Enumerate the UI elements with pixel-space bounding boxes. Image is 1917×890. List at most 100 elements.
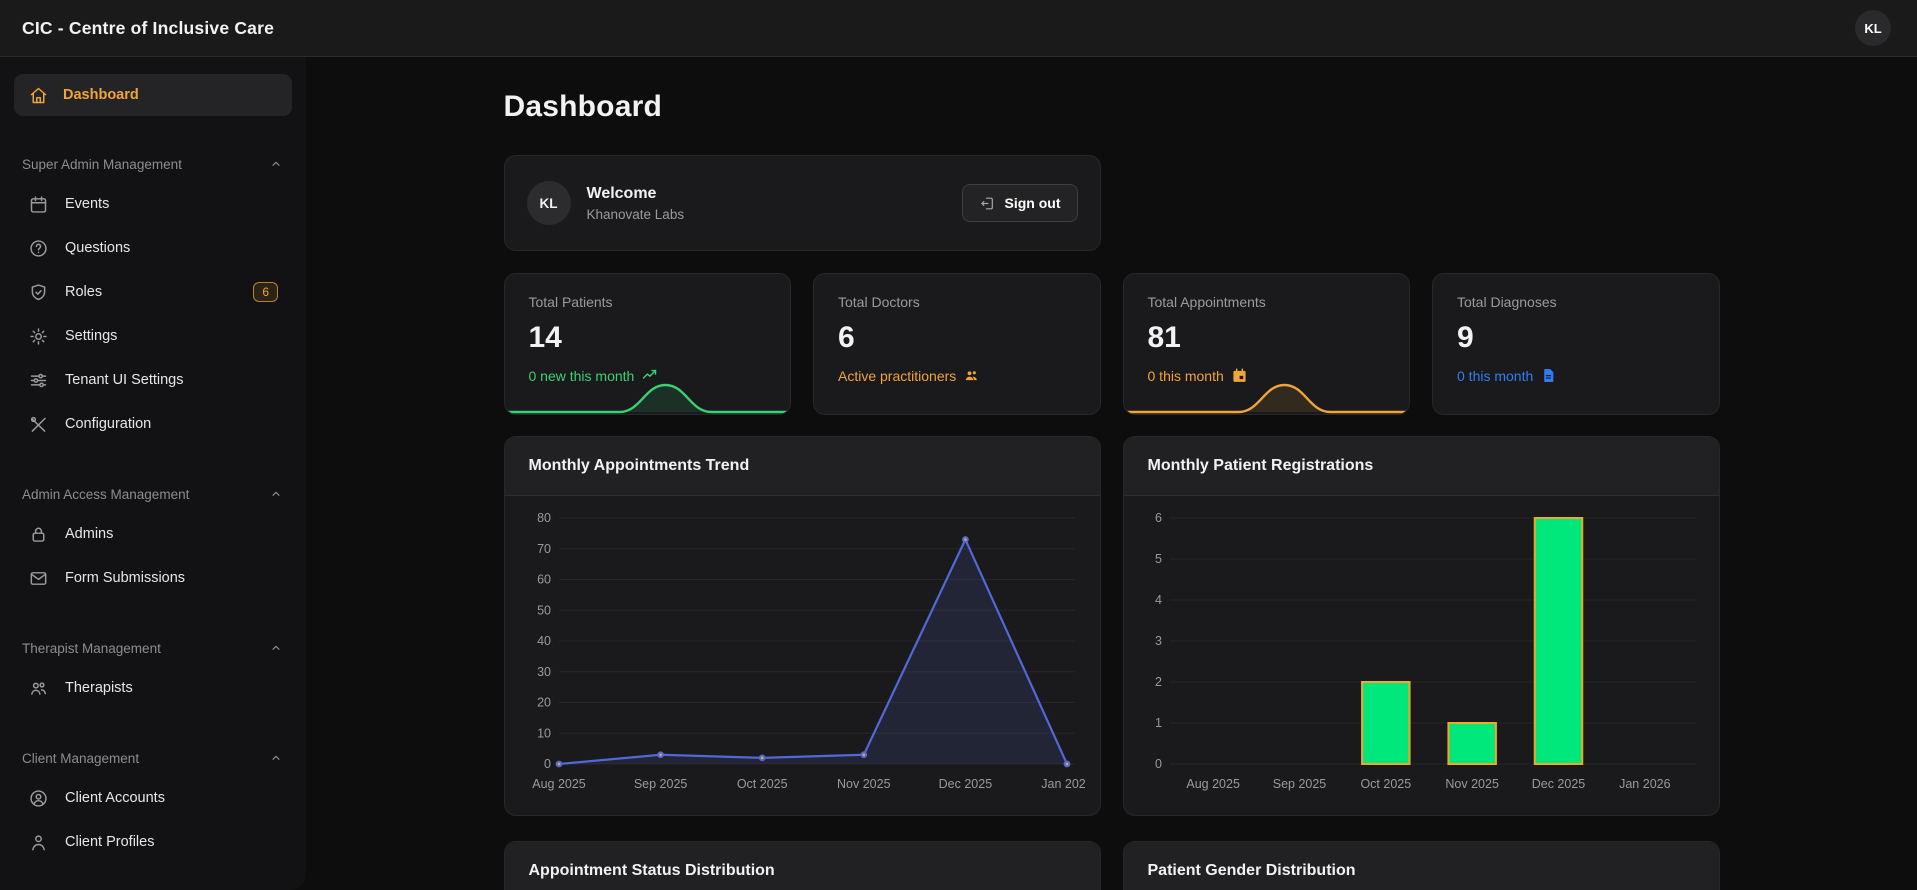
section-header-client-management[interactable]: Client Management bbox=[22, 750, 284, 766]
sidebar-item-client-profiles[interactable]: Client Profiles bbox=[14, 820, 292, 864]
sliders-icon bbox=[28, 370, 49, 391]
calendar-icon bbox=[28, 194, 49, 215]
stat-card-total-doctors: Total Doctors 6 Active practitioners bbox=[813, 273, 1101, 415]
svg-text:3: 3 bbox=[1155, 634, 1162, 648]
question-circle-icon bbox=[28, 238, 49, 259]
section-header-super-admin-management[interactable]: Super Admin Management bbox=[22, 156, 284, 172]
sidebar-item-label: Configuration bbox=[65, 416, 152, 432]
stat-sub-label: Active practitioners bbox=[838, 367, 957, 384]
section-header-admin-access-management[interactable]: Admin Access Management bbox=[22, 486, 284, 502]
sidebar-item-therapists[interactable]: Therapists bbox=[14, 666, 292, 710]
section-header-therapist-management[interactable]: Therapist Management bbox=[22, 640, 284, 656]
svg-text:6: 6 bbox=[1155, 511, 1162, 525]
svg-text:80: 80 bbox=[537, 511, 551, 525]
sidebar-item-label: Admins bbox=[65, 526, 114, 542]
user-icon bbox=[28, 832, 49, 853]
shield-check-icon bbox=[28, 282, 49, 303]
sidebar-item-label: Therapists bbox=[65, 680, 133, 696]
stat-value: 81 bbox=[1147, 321, 1181, 354]
sign-out-label: Sign out bbox=[1004, 195, 1061, 211]
svg-text:60: 60 bbox=[537, 573, 551, 587]
sidebar-item-form-submissions[interactable]: Form Submissions bbox=[14, 556, 292, 600]
sidebar-item-label: Form Submissions bbox=[65, 570, 186, 586]
patient-registrations-card: Monthly Patient Registrations 0 1 2 3 4 5 6 Aug… bbox=[1122, 436, 1720, 816]
stat-card-total-diagnoses: Total Diagnoses 9 0 this month bbox=[1432, 273, 1720, 415]
sign-out-button[interactable]: Sign out bbox=[961, 184, 1078, 222]
svg-text:Sep 2025: Sep 2025 bbox=[633, 777, 687, 791]
svg-text:0: 0 bbox=[1155, 757, 1162, 771]
section-label: Super Admin Management bbox=[22, 156, 182, 172]
file-filled-icon bbox=[1540, 367, 1557, 384]
welcome-avatar: KL bbox=[526, 181, 571, 225]
patient-registrations-chart: 0 1 2 3 4 5 6 Aug 2025 Sep 2025 Oct 2025 Nov 2025 D… bbox=[1124, 496, 1719, 809]
chart-title: Monthly Appointments Trend bbox=[504, 437, 1100, 496]
stat-label: Total Doctors bbox=[838, 294, 920, 310]
stats-grid: Total Patients 14 0 new this month Total Do… bbox=[503, 273, 1720, 415]
svg-text:Nov 2025: Nov 2025 bbox=[837, 777, 891, 791]
chart-title: Monthly Patient Registrations bbox=[1123, 437, 1719, 496]
svg-text:Nov 2025: Nov 2025 bbox=[1445, 777, 1499, 791]
sidebar-item-tenant-ui-settings[interactable]: Tenant UI Settings bbox=[14, 358, 292, 402]
stat-card-total-appointments: Total Appointments 81 0 this month bbox=[1122, 273, 1410, 415]
user-avatar[interactable]: KL bbox=[1855, 10, 1891, 46]
sidebar-item-settings[interactable]: Settings bbox=[14, 314, 292, 358]
charts-grid: Monthly Appointments Trend 0 10 20 30 40 50 60… bbox=[503, 436, 1720, 816]
stat-label: Total Patients bbox=[528, 294, 613, 310]
section-label: Client Management bbox=[22, 750, 140, 766]
sidebar-item-label: Roles bbox=[65, 284, 103, 300]
chevron-up-icon bbox=[268, 640, 284, 656]
envelope-icon bbox=[28, 568, 49, 589]
svg-text:50: 50 bbox=[537, 603, 551, 617]
page-title: Dashboard bbox=[503, 90, 662, 123]
welcome-card: KL Welcome Khanovate Labs Sign out bbox=[503, 155, 1101, 251]
welcome-title: Welcome bbox=[586, 184, 657, 202]
svg-text:Jan 2026: Jan 2026 bbox=[1041, 777, 1085, 791]
svg-text:10: 10 bbox=[537, 726, 551, 740]
welcome-subtitle: Khanovate Labs bbox=[586, 206, 685, 222]
chevron-up-icon bbox=[268, 486, 284, 502]
svg-text:70: 70 bbox=[537, 542, 551, 556]
sidebar: Dashboard Super Admin Management Events Qu… bbox=[0, 57, 306, 890]
chevron-up-icon bbox=[268, 156, 284, 172]
chart-title: Appointment Status Distribution bbox=[504, 842, 1100, 890]
tools-icon bbox=[28, 414, 49, 435]
sidebar-item-configuration[interactable]: Configuration bbox=[14, 402, 292, 446]
stat-sub-label: 0 this month bbox=[1457, 367, 1534, 384]
stat-label: Total Diagnoses bbox=[1457, 294, 1557, 310]
sidebar-item-dashboard[interactable]: Dashboard bbox=[14, 74, 292, 116]
stat-value: 14 bbox=[528, 321, 562, 354]
stat-sub-label: 0 new this month bbox=[528, 367, 635, 384]
stat-sub-label: 0 this month bbox=[1147, 367, 1224, 384]
svg-text:2: 2 bbox=[1155, 675, 1162, 689]
svg-text:30: 30 bbox=[537, 665, 551, 679]
svg-text:Dec 2025: Dec 2025 bbox=[938, 777, 992, 791]
sidebar-item-label: Client Profiles bbox=[65, 834, 155, 850]
svg-text:Aug 2025: Aug 2025 bbox=[532, 777, 586, 791]
svg-text:Oct 2025: Oct 2025 bbox=[736, 777, 787, 791]
topbar: CIC - Centre of Inclusive Care KL bbox=[0, 0, 1917, 57]
section-label: Therapist Management bbox=[22, 640, 161, 656]
sidebar-item-events[interactable]: Events bbox=[14, 182, 292, 226]
section-label: Admin Access Management bbox=[22, 486, 190, 502]
stat-value: 9 bbox=[1457, 321, 1474, 354]
stat-subtext: 0 this month bbox=[1148, 367, 1386, 384]
svg-text:5: 5 bbox=[1155, 552, 1162, 566]
sidebar-item-admins[interactable]: Admins bbox=[14, 512, 292, 556]
sidebar-item-roles[interactable]: Roles 6 bbox=[14, 270, 292, 314]
svg-text:0: 0 bbox=[544, 757, 551, 771]
stat-subtext: 0 this month bbox=[1457, 367, 1695, 384]
svg-text:Oct 2025: Oct 2025 bbox=[1360, 777, 1411, 791]
appointments-trend-card: Monthly Appointments Trend 0 10 20 30 40 50 60… bbox=[503, 436, 1101, 816]
sidebar-item-questions[interactable]: Questions bbox=[14, 226, 292, 270]
sidebar-item-client-accounts[interactable]: Client Accounts bbox=[14, 776, 292, 820]
sparkline bbox=[1123, 383, 1409, 414]
stat-subtext: Active practitioners bbox=[838, 367, 1076, 384]
app-title: CIC - Centre of Inclusive Care bbox=[22, 17, 275, 38]
user-circle-icon bbox=[28, 788, 49, 809]
sidebar-item-label: Client Accounts bbox=[65, 790, 165, 806]
stat-label: Total Appointments bbox=[1147, 294, 1266, 310]
svg-text:Jan 2026: Jan 2026 bbox=[1619, 777, 1670, 791]
bottom-grid: Appointment Status Distribution Patient … bbox=[503, 841, 1720, 890]
stat-value: 6 bbox=[838, 321, 855, 354]
gender-distribution-card: Patient Gender Distribution bbox=[1122, 841, 1720, 890]
